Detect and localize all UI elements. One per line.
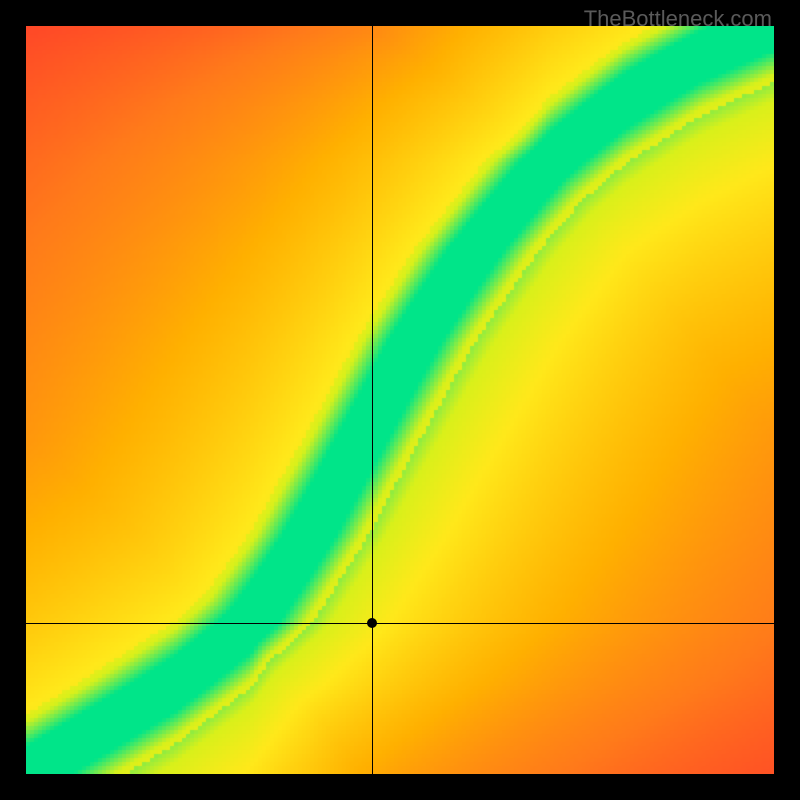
chart-container: TheBottleneck.com bbox=[0, 0, 800, 800]
crosshair-horizontal bbox=[26, 623, 774, 624]
marker-dot bbox=[367, 618, 377, 628]
heatmap-canvas bbox=[26, 26, 774, 774]
crosshair-vertical bbox=[372, 26, 373, 774]
watermark-text: TheBottleneck.com bbox=[584, 6, 772, 32]
plot-area bbox=[26, 26, 774, 774]
